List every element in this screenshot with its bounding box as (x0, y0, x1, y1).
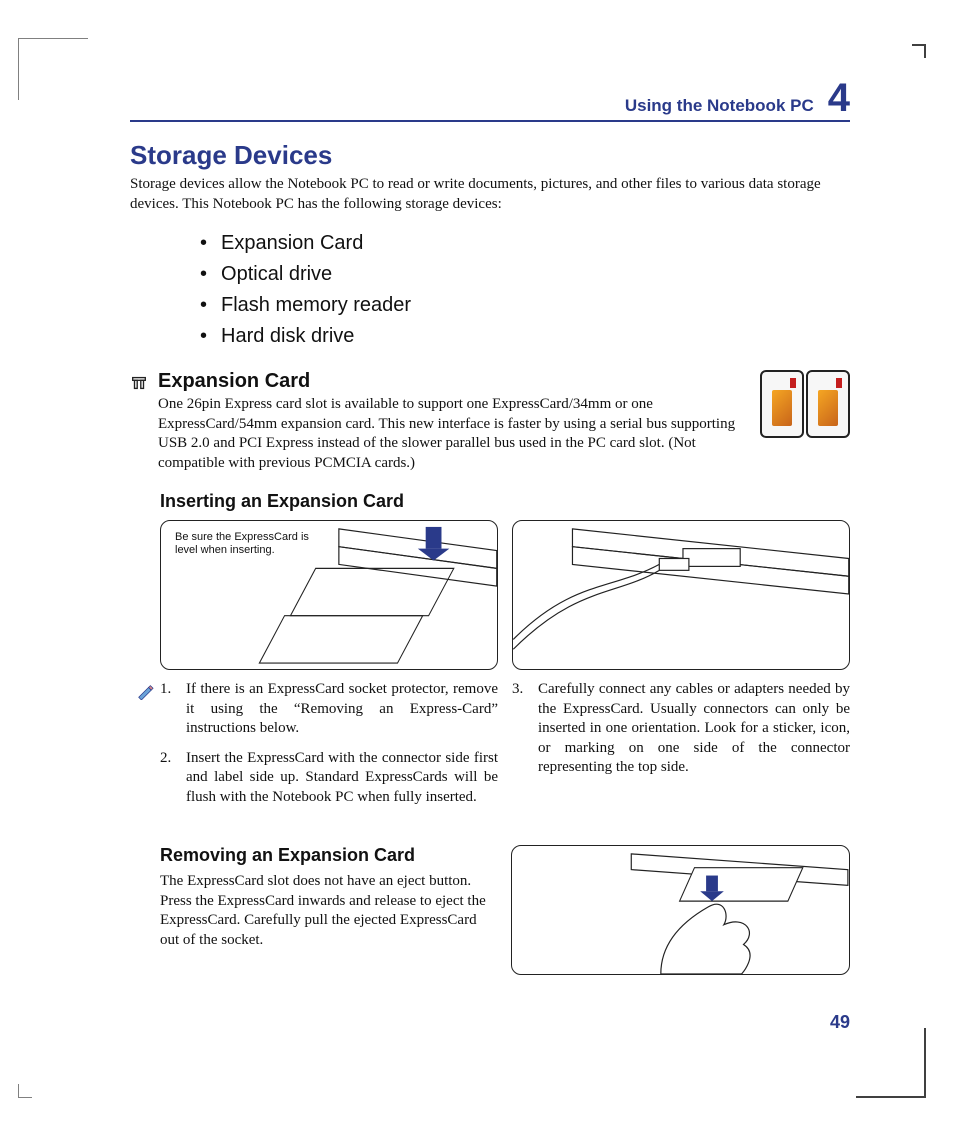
intro-paragraph: Storage devices allow the Notebook PC to… (130, 175, 850, 214)
device-list: Expansion Card Optical drive Flash memor… (200, 232, 850, 348)
step-item: If there is an ExpressCard socket protec… (160, 680, 498, 739)
expansion-card-section: Expansion Card One 26pin Express card sl… (130, 370, 850, 473)
removing-body: The ExpressCard slot does not have an ej… (160, 872, 497, 950)
subsection-body: One 26pin Express card slot is available… (158, 395, 740, 473)
step-item: Insert the ExpressCard with the connecto… (160, 749, 498, 808)
diagram-remove-card (511, 845, 850, 975)
inserting-steps: If there is an ExpressCard socket protec… (160, 680, 850, 817)
list-item: Expansion Card (200, 232, 850, 255)
page-number: 49 (830, 1012, 850, 1033)
step-item: Carefully connect any cables or adapters… (512, 680, 850, 778)
header: Using the Notebook PC 4 (130, 80, 850, 122)
page-content: Using the Notebook PC 4 Storage Devices … (130, 80, 850, 975)
expresscard-thumbnail (760, 370, 850, 438)
expansion-card-icon (130, 374, 148, 392)
chapter-number: 4 (828, 80, 850, 116)
diagram-insert-card: Be sure the ExpressCard is level when in… (160, 520, 498, 670)
inserting-diagrams: Be sure the ExpressCard is level when in… (160, 520, 850, 670)
header-title: Using the Notebook PC (625, 96, 814, 116)
list-item: Flash memory reader (200, 294, 850, 317)
diagram-connect-cable (512, 520, 850, 670)
note-icon (136, 682, 154, 700)
removing-heading: Removing an Expansion Card (160, 845, 497, 866)
subsection-heading: Expansion Card (158, 370, 740, 393)
list-item: Hard disk drive (200, 325, 850, 348)
list-item: Optical drive (200, 263, 850, 286)
section-title: Storage Devices (130, 140, 850, 171)
inserting-heading: Inserting an Expansion Card (160, 491, 850, 512)
removing-section: Removing an Expansion Card The ExpressCa… (160, 845, 850, 975)
